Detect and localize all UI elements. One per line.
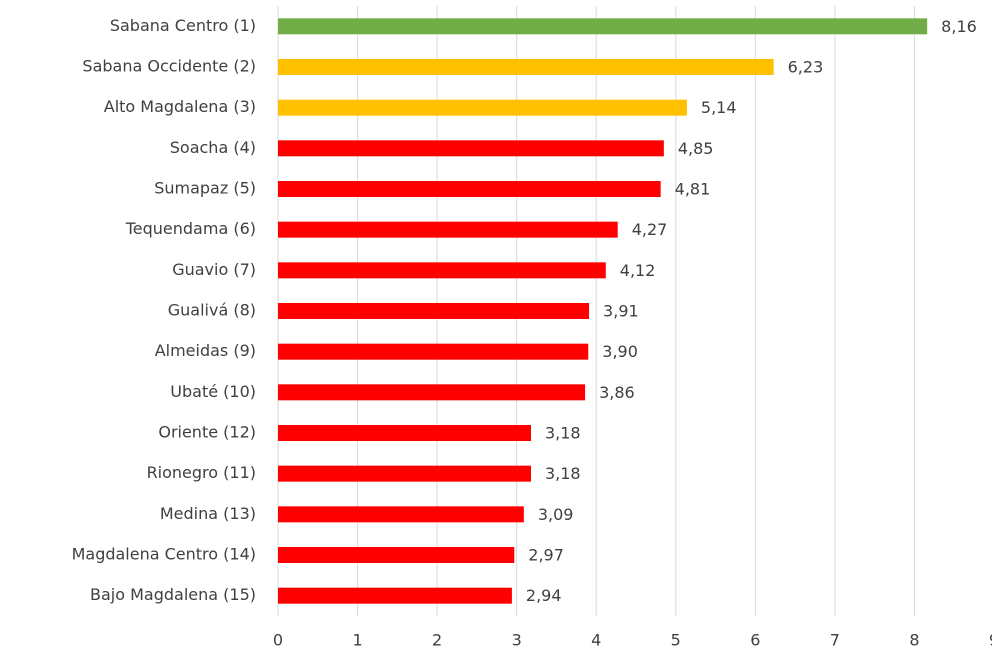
bar <box>278 303 590 319</box>
bar <box>278 506 524 523</box>
x-tick-label: 0 <box>273 631 283 650</box>
bar <box>278 547 515 563</box>
value-label: 4,81 <box>675 180 711 199</box>
y-tick-label: Bajo Magdalena (15) <box>90 585 256 604</box>
bar <box>278 343 589 360</box>
x-tick-label: 3 <box>512 631 522 650</box>
bar <box>278 262 606 279</box>
bar <box>278 59 774 75</box>
value-label: 3,18 <box>545 424 581 443</box>
y-tick-label: Soacha (4) <box>170 138 256 157</box>
x-tick-label: 8 <box>909 631 919 650</box>
bar <box>278 221 618 238</box>
value-label: 3,90 <box>602 342 638 361</box>
x-tick-label: 5 <box>671 631 681 650</box>
x-tick-label: 4 <box>591 631 601 650</box>
bar <box>278 384 586 401</box>
y-tick-label: Guavio (7) <box>172 260 256 279</box>
y-tick-label: Gualivá (8) <box>168 301 256 320</box>
y-tick-label: Ubaté (10) <box>170 382 256 401</box>
y-tick-label: Sabana Occidente (2) <box>82 57 256 76</box>
y-tick-label: Oriente (12) <box>158 423 256 442</box>
bar <box>278 18 928 35</box>
bar <box>278 425 531 441</box>
y-tick-label: Alto Magdalena (3) <box>104 97 256 116</box>
x-tick-label: 2 <box>432 631 442 650</box>
x-tick-label: 1 <box>352 631 362 650</box>
y-tick-label: Sabana Centro (1) <box>110 16 256 35</box>
bar <box>278 587 512 604</box>
y-tick-label: Magdalena Centro (14) <box>72 545 256 564</box>
y-tick-label: Medina (13) <box>160 504 256 523</box>
value-label: 3,86 <box>599 383 635 402</box>
value-label: 3,18 <box>545 464 581 483</box>
value-label: 6,23 <box>788 58 824 77</box>
value-label: 4,27 <box>632 220 668 239</box>
bar <box>278 465 531 482</box>
x-tick-label: 7 <box>830 631 840 650</box>
value-label: 4,85 <box>678 139 714 158</box>
x-tick-label: 6 <box>750 631 760 650</box>
value-label: 2,97 <box>528 546 564 565</box>
x-tick-label: 9 <box>989 631 992 650</box>
bar <box>278 140 664 157</box>
value-label: 8,16 <box>941 17 977 36</box>
y-tick-label: Almeidas (9) <box>155 341 256 360</box>
value-label: 4,12 <box>620 261 656 280</box>
y-tick-label: Tequendama (6) <box>125 219 256 238</box>
y-tick-label: Sumapaz (5) <box>154 179 256 198</box>
bar <box>278 181 661 197</box>
y-tick-label: Rionegro (11) <box>147 463 256 482</box>
value-label: 3,91 <box>603 302 639 321</box>
value-label: 5,14 <box>701 98 737 117</box>
value-label: 2,94 <box>526 586 562 605</box>
bar <box>278 99 687 116</box>
value-label: 3,09 <box>538 505 574 524</box>
